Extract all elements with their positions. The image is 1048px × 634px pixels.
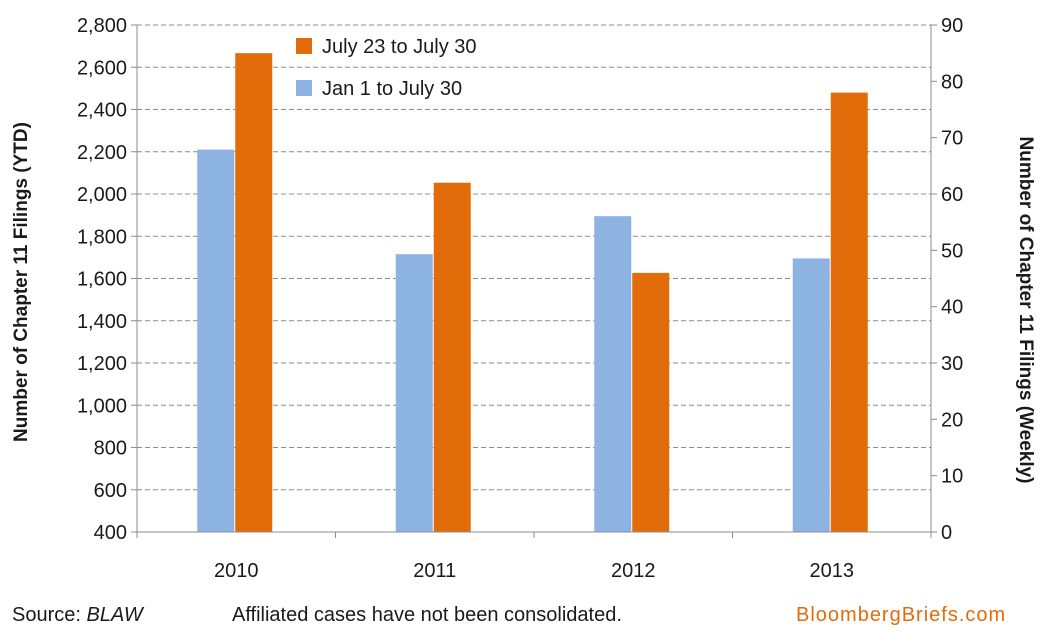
legend-swatch — [296, 38, 312, 54]
left-tick-label: 800 — [94, 438, 127, 460]
bar-ytd-2010 — [197, 149, 235, 532]
legend-label: July 23 to July 30 — [322, 36, 477, 58]
left-tick-label: 2,000 — [77, 184, 127, 206]
chart: 4006008001,0001,2001,4001,6001,8002,0002… — [11, 15, 1036, 582]
x-tick-label: 2012 — [611, 560, 656, 582]
left-axis-ticks: 400 600 800 1,000 1,200 1,400 1,600 1,800 2,000 2… — [77, 15, 127, 544]
legend-label: Jan 1 to July 30 — [322, 78, 462, 100]
left-tick-label: 2,600 — [77, 57, 127, 79]
bar-ytd-2013 — [792, 258, 830, 532]
x-tick-label: 2011 — [413, 560, 456, 582]
right-axis-title: Number of Chapter 11 Filings (Weekly) — [1015, 136, 1036, 483]
right-tick-label: 0 — [941, 522, 952, 544]
right-axis-ticks: 0 10 20 30 40 50 60 70 80 90 — [941, 15, 963, 544]
brand-link[interactable]: BloombergBriefs.com — [796, 604, 1007, 626]
bar-weekly-2013 — [830, 92, 868, 532]
right-tick-label: 30 — [941, 353, 963, 375]
source-prefix: Source: — [12, 604, 87, 626]
right-tick-label: 80 — [941, 71, 963, 93]
source-name: BLAW — [86, 604, 143, 626]
bar-ytd-2011 — [395, 254, 433, 533]
right-tick-label: 90 — [941, 15, 963, 37]
legend-swatch — [296, 80, 312, 96]
bar-weekly-2011 — [433, 182, 471, 532]
left-tick-label: 2,200 — [77, 142, 127, 164]
left-tick-label: 1,200 — [77, 353, 127, 375]
left-tick-label: 1,000 — [77, 395, 127, 417]
x-tick-label: 2013 — [810, 560, 855, 582]
source-note: Source: BLAW — [12, 604, 143, 627]
right-tick-label: 40 — [941, 297, 963, 319]
left-tick-label: 2,800 — [77, 15, 127, 37]
x-tick-label: 2010 — [214, 560, 259, 582]
legend: July 23 to July 30 Jan 1 to July 30 — [296, 36, 477, 100]
left-tick-label: 1,800 — [77, 226, 127, 248]
left-tick-label: 2,400 — [77, 100, 127, 122]
right-tick-label: 10 — [941, 466, 963, 488]
right-tick-label: 50 — [941, 240, 963, 262]
left-tick-label: 1,400 — [77, 311, 127, 333]
left-tick-label: 1,600 — [77, 269, 127, 291]
axes — [131, 24, 937, 538]
right-tick-label: 60 — [941, 184, 963, 206]
right-tick-label: 20 — [941, 409, 963, 431]
footnote: Affiliated cases have not been consolida… — [232, 604, 622, 626]
left-axis-title: Number of Chapter 11 Filings (YTD) — [11, 122, 32, 442]
left-tick-label: 400 — [94, 522, 127, 544]
bar-weekly-2012 — [632, 272, 670, 532]
bar-ytd-2012 — [594, 216, 632, 532]
right-tick-label: 70 — [941, 128, 963, 150]
left-tick-label: 600 — [94, 480, 127, 502]
bar-weekly-2010 — [235, 53, 273, 533]
x-axis-ticks: 2010 2011 2012 2013 — [214, 560, 854, 582]
bars — [197, 53, 868, 533]
